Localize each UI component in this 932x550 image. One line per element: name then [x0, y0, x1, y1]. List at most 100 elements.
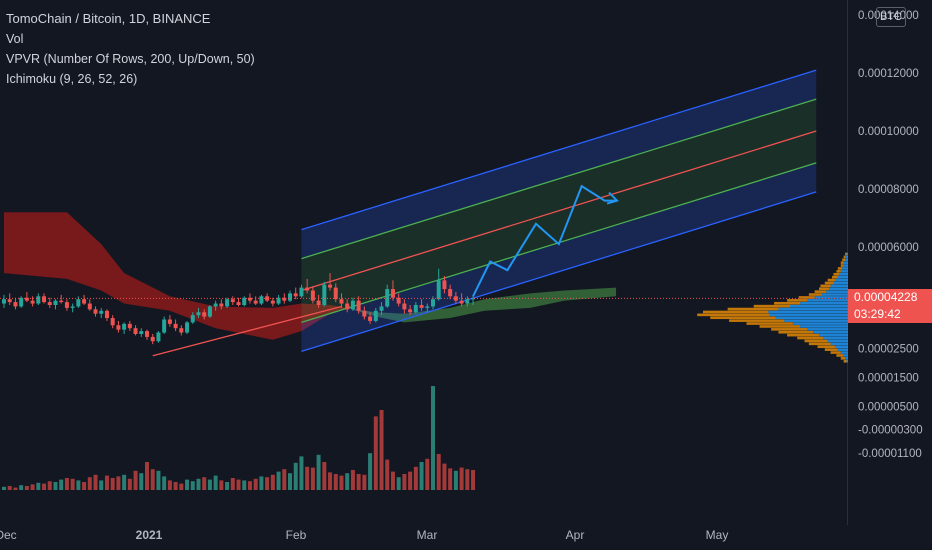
volume-bar: [379, 410, 384, 490]
volume-bar: [87, 477, 92, 490]
channel-line: [301, 130, 817, 292]
candle-body: [59, 300, 64, 303]
volume-bar: [345, 473, 350, 490]
legend-volume[interactable]: Vol: [6, 32, 24, 46]
volume-bar: [76, 480, 81, 490]
x-tick-label: Dec: [0, 528, 17, 542]
vpvr-row-down: [830, 351, 841, 354]
candle-body: [402, 303, 407, 310]
vpvr-row-up: [769, 313, 848, 317]
candle-body: [196, 312, 201, 316]
vpvr-row-down: [697, 313, 770, 317]
legend-symbol-title[interactable]: TomoChain / Bitcoin, 1D, BINANCE: [6, 11, 211, 26]
vpvr-row-down: [759, 325, 801, 328]
candle-body: [42, 296, 47, 303]
vpvr-row-up: [784, 319, 848, 322]
candle-body: [259, 296, 264, 304]
candle-body: [47, 302, 52, 305]
candle-body: [453, 296, 458, 301]
volume-bar: [333, 474, 338, 490]
candle-body: [316, 300, 321, 305]
vpvr-row-down: [727, 307, 779, 311]
ichimoku-cloud-bearish: [4, 212, 348, 340]
candle-body: [7, 299, 12, 303]
volume-bar: [305, 466, 310, 490]
candle-body: [104, 310, 109, 319]
volume-bar: [139, 473, 144, 490]
volume-bar: [390, 471, 395, 490]
candle-body: [293, 293, 298, 297]
candle-body: [19, 297, 24, 307]
y-tick-label: 0.00001500: [858, 373, 919, 385]
vpvr-row-up: [826, 290, 848, 293]
candle-body: [70, 306, 75, 308]
y-tick-label: 0.00012000: [858, 68, 919, 80]
volume-bar: [122, 474, 127, 490]
candle-body: [305, 287, 310, 291]
volume-bar: [385, 459, 390, 490]
volume-bar: [127, 478, 132, 490]
vpvr-row-up: [807, 328, 848, 331]
y-tick-label: 0.00010000: [858, 126, 919, 138]
candle-body: [127, 323, 132, 329]
volume-bar: [442, 463, 447, 490]
channel-band: [301, 131, 817, 323]
candle-body: [24, 297, 29, 301]
candle-body: [116, 325, 121, 330]
vpvr-row-up: [840, 351, 848, 354]
vpvr-row-up: [821, 293, 848, 296]
volume-bar: [64, 478, 69, 490]
candle-body: [396, 297, 401, 304]
channel-line: [301, 191, 817, 353]
volume-bar: [230, 478, 235, 490]
vpvr-row-down: [840, 357, 846, 360]
vpvr-row-up: [830, 342, 848, 346]
currency-badge[interactable]: BTC: [876, 7, 906, 27]
vpvr-row-down: [840, 264, 844, 267]
volume-bar: [116, 476, 121, 490]
volume-bar: [13, 487, 18, 490]
volume-bar: [436, 454, 441, 490]
candle-body: [82, 299, 87, 304]
candle-body: [36, 296, 41, 304]
vpvr-row-up: [834, 278, 848, 282]
projection-path: [472, 184, 617, 297]
y-tick-label: 0.00000500: [858, 402, 919, 414]
candle-body: [413, 305, 418, 313]
candle-body: [310, 290, 315, 301]
vpvr-row-up: [813, 330, 848, 334]
candle-body: [356, 300, 361, 311]
legend-ichimoku[interactable]: Ichimoku (9, 26, 52, 26): [6, 72, 138, 86]
vpvr-row-down: [817, 345, 835, 349]
volume-bar: [402, 474, 407, 490]
candle-body: [436, 280, 441, 300]
volume-bar: [265, 477, 270, 490]
vpvr-row-up: [846, 359, 848, 363]
channel-band: [301, 162, 817, 352]
candle-body: [425, 306, 430, 308]
volume-bar: [42, 483, 47, 490]
ichimoku-cloud-bullish: [347, 287, 617, 323]
candle-body: [242, 297, 247, 305]
volume-bar: [259, 476, 264, 490]
x-tick-label: Apr: [566, 528, 585, 542]
vpvr-row-up: [768, 310, 848, 314]
x-tick-label: May: [706, 528, 729, 542]
vpvr-row-up: [792, 322, 848, 325]
candle-body: [230, 299, 235, 303]
vpvr-row-up: [837, 275, 848, 279]
y-tick-label: -0.00001100: [858, 448, 922, 460]
volume-bar: [282, 469, 287, 490]
vpvr-row-down: [836, 354, 844, 357]
vpvr-row-down: [845, 252, 847, 256]
legend-vpvr[interactable]: VPVR (Number Of Rows, 200, Up/Down, 50): [6, 52, 255, 66]
candle-body: [247, 297, 252, 301]
candle-body: [236, 302, 241, 305]
volume-bar: [133, 470, 138, 490]
volume-bar: [53, 482, 58, 490]
vpvr-row-down: [710, 316, 776, 320]
candle-body: [350, 300, 355, 310]
vpvr-row-down: [843, 359, 847, 363]
channel-line: [301, 98, 817, 260]
